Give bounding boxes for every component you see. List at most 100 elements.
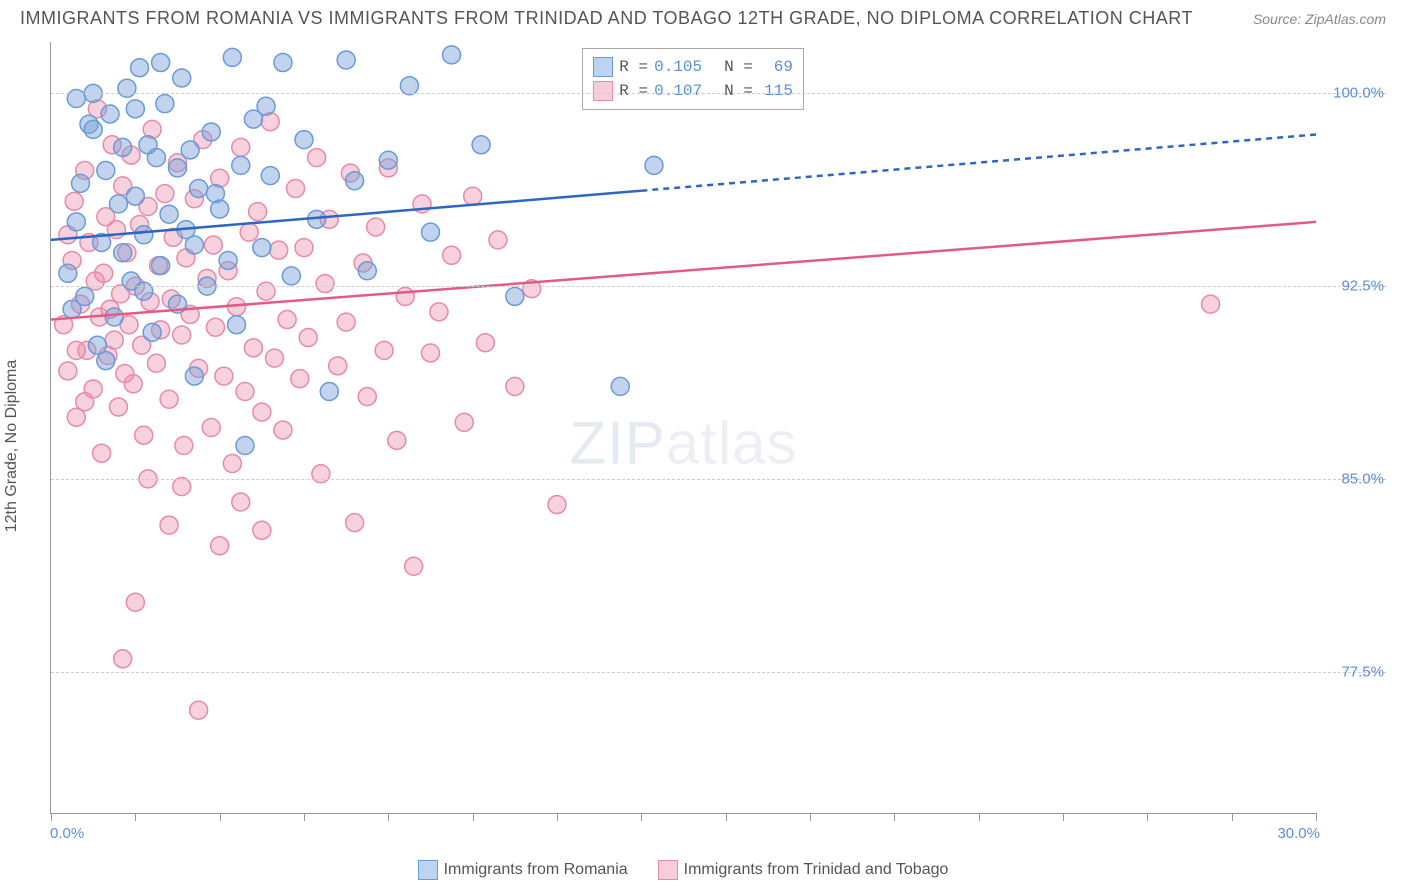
marker-trinidad xyxy=(76,393,94,411)
marker-trinidad xyxy=(105,331,123,349)
x-tick xyxy=(557,813,558,821)
bottom-legend: Immigrants from Romania Immigrants from … xyxy=(50,860,1316,880)
marker-romania xyxy=(422,223,440,241)
marker-romania xyxy=(101,105,119,123)
marker-trinidad xyxy=(190,701,208,719)
marker-trinidad xyxy=(265,349,283,367)
chart-title: IMMIGRANTS FROM ROMANIA VS IMMIGRANTS FR… xyxy=(20,8,1193,29)
marker-romania xyxy=(506,287,524,305)
y-tick-label: 100.0% xyxy=(1320,85,1384,102)
marker-trinidad xyxy=(367,218,385,236)
stat-n-value-trinidad: 115 xyxy=(759,79,793,103)
marker-romania xyxy=(135,282,153,300)
stat-swatch-trinidad xyxy=(593,81,613,101)
marker-romania xyxy=(143,323,161,341)
marker-romania xyxy=(645,156,663,174)
legend-label-trinidad: Immigrants from Trinidad and Tobago xyxy=(684,861,949,879)
marker-trinidad xyxy=(455,413,473,431)
marker-romania xyxy=(76,287,94,305)
stat-row-romania: R = 0.105 N = 69 xyxy=(593,55,793,79)
marker-romania xyxy=(126,100,144,118)
marker-trinidad xyxy=(160,390,178,408)
marker-romania xyxy=(206,185,224,203)
marker-romania xyxy=(152,54,170,72)
marker-trinidad xyxy=(548,496,566,514)
marker-romania xyxy=(261,167,279,185)
marker-romania xyxy=(202,123,220,141)
chart-source: Source: ZipAtlas.com xyxy=(1253,11,1386,27)
marker-trinidad xyxy=(358,388,376,406)
marker-trinidad xyxy=(337,313,355,331)
marker-trinidad xyxy=(126,593,144,611)
marker-romania xyxy=(147,149,165,167)
x-tick xyxy=(220,813,221,821)
marker-romania xyxy=(346,172,364,190)
x-tick xyxy=(1316,813,1317,821)
marker-trinidad xyxy=(232,493,250,511)
marker-romania xyxy=(97,352,115,370)
chart-area: ZIPatlas R = 0.105 N = 69 R = 0.107 N = … xyxy=(50,42,1386,842)
marker-romania xyxy=(67,213,85,231)
x-tick xyxy=(473,813,474,821)
marker-romania xyxy=(472,136,490,154)
marker-trinidad xyxy=(240,223,258,241)
marker-trinidad xyxy=(278,311,296,329)
marker-romania xyxy=(131,59,149,77)
marker-romania xyxy=(337,51,355,69)
marker-trinidad xyxy=(312,465,330,483)
marker-trinidad xyxy=(253,403,271,421)
marker-trinidad xyxy=(375,341,393,359)
marker-romania xyxy=(114,138,132,156)
x-tick xyxy=(135,813,136,821)
x-tick xyxy=(979,813,980,821)
marker-romania xyxy=(228,316,246,334)
swatch-romania xyxy=(418,860,438,880)
marker-trinidad xyxy=(295,239,313,257)
stat-r-value-romania: 0.105 xyxy=(654,55,702,79)
marker-trinidad xyxy=(109,398,127,416)
x-tick-label-right: 30.0% xyxy=(1277,825,1320,842)
x-tick xyxy=(641,813,642,821)
stat-swatch-romania xyxy=(593,57,613,77)
legend-item-romania: Immigrants from Romania xyxy=(418,860,628,880)
marker-trinidad xyxy=(443,246,461,264)
marker-trinidad xyxy=(173,326,191,344)
marker-trinidad xyxy=(211,537,229,555)
marker-trinidad xyxy=(204,236,222,254)
marker-trinidad xyxy=(67,341,85,359)
marker-trinidad xyxy=(232,138,250,156)
marker-romania xyxy=(443,46,461,64)
marker-romania xyxy=(190,179,208,197)
marker-trinidad xyxy=(476,334,494,352)
marker-trinidad xyxy=(299,329,317,347)
stat-n-label: N = xyxy=(724,79,753,103)
marker-romania xyxy=(185,236,203,254)
marker-romania xyxy=(97,162,115,180)
gridline xyxy=(51,286,1386,287)
chart-header: IMMIGRANTS FROM ROMANIA VS IMMIGRANTS FR… xyxy=(0,0,1406,33)
marker-trinidad xyxy=(65,192,83,210)
marker-trinidad xyxy=(257,282,275,300)
marker-romania xyxy=(358,262,376,280)
trendline-romania-dashed xyxy=(641,135,1316,191)
marker-trinidad xyxy=(270,241,288,259)
marker-trinidad xyxy=(396,287,414,305)
marker-trinidad xyxy=(253,521,271,539)
marker-romania xyxy=(173,69,191,87)
y-tick-label: 77.5% xyxy=(1320,663,1384,680)
marker-romania xyxy=(232,156,250,174)
marker-romania xyxy=(379,151,397,169)
marker-romania xyxy=(105,308,123,326)
gridline xyxy=(51,672,1386,673)
swatch-trinidad xyxy=(658,860,678,880)
y-axis-label: 12th Grade, No Diploma xyxy=(3,360,21,533)
marker-trinidad xyxy=(287,179,305,197)
marker-trinidad xyxy=(244,339,262,357)
stat-row-trinidad: R = 0.107 N = 115 xyxy=(593,79,793,103)
marker-romania xyxy=(320,383,338,401)
marker-trinidad xyxy=(464,187,482,205)
marker-trinidad xyxy=(329,357,347,375)
marker-trinidad xyxy=(1202,295,1220,313)
marker-romania xyxy=(253,239,271,257)
legend-label-romania: Immigrants from Romania xyxy=(444,861,628,879)
